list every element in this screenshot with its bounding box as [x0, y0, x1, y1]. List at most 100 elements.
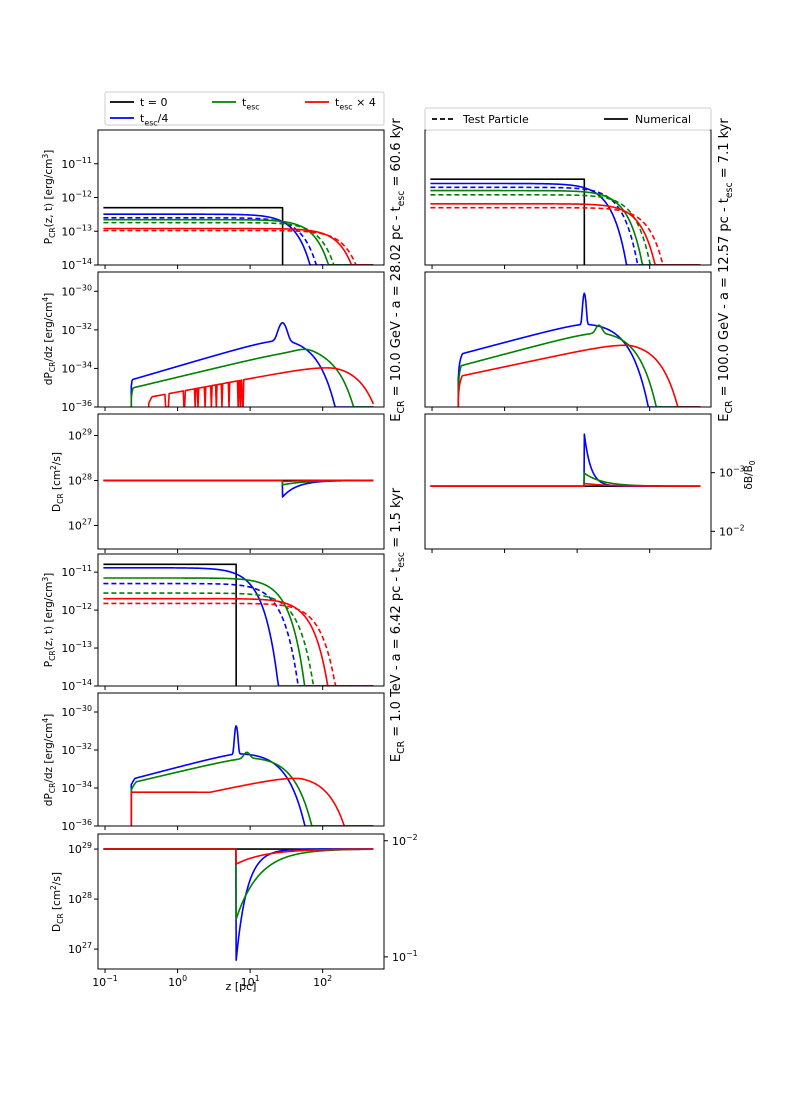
chart-panel-p10GeV: 10−11 10−12 10−13 10−14: [61, 129, 385, 272]
ylabel-pressure-top-text: PCR(z, t) [erg/cm3]: [41, 150, 57, 245]
ylabel-diffusion-top-text: DCR [cm2/s]: [49, 452, 65, 512]
panel-frame: [424, 413, 712, 550]
y-tick-label: 10−30: [61, 283, 92, 298]
series-line-tesc-solid-3: [430, 189, 701, 265]
panel-frame: [424, 271, 712, 408]
series-group: [430, 178, 701, 265]
y-tick-label: 10−13: [61, 223, 92, 238]
series-line-tesc_x4-solid-3: [103, 479, 374, 483]
ylabel-pressure-bottom-text: PCR(z, t) [erg/cm3]: [41, 573, 57, 668]
series-line-tesc-solid-1: [130, 751, 374, 826]
legend-style-frame: [424, 107, 712, 131]
series-line-tesc_x4-dashed-6: [103, 602, 374, 686]
chart-panel-p1TeV: 10−11 10−12 10−13 10−14: [61, 553, 385, 693]
series-line-tesc-solid-1: [457, 324, 701, 407]
y-tick-label: 1027: [68, 518, 92, 533]
y-tick-label: 1029: [68, 428, 92, 443]
legend-label-dashed: Test Particle: [462, 113, 529, 126]
series-group: [130, 725, 374, 826]
series-line-t0-solid-0: [103, 563, 237, 686]
y-tick-label: 10−2: [719, 523, 745, 538]
ylabel-diffusion-bottom-text: DCR [cm2/s]: [49, 872, 65, 932]
ylabel-gradient-top: dPCR/dz [erg/cm4]: [41, 293, 57, 385]
series-group: [130, 321, 375, 407]
series-line-tesc_quarter-solid-0: [457, 292, 701, 407]
series-group: [103, 848, 374, 961]
legend-label-tesc_x4: tesc × 4: [335, 96, 376, 111]
series-line-tesc-dashed-4: [103, 221, 374, 265]
y-tick-label: 10−32: [61, 322, 92, 337]
chart-panel-d1TeV: 1029 1028 1027 10−2 10−1 10−1 100 101 102: [68, 833, 418, 989]
y-tick-label: 10−11: [61, 156, 92, 171]
row-title-1TeV-text: ECR = 1.0 TeV - a = 6.42 pc - tesc = 1.5…: [389, 487, 407, 762]
x-tick-label: 10−1: [92, 974, 118, 989]
y-tick-label: 10−36: [61, 818, 92, 833]
series-line-tesc_quarter-solid-1: [103, 848, 374, 961]
y-tick-label: 10−14: [61, 257, 92, 272]
panel-frame: [424, 129, 712, 266]
legend-label-t0: t = 0: [140, 96, 168, 109]
ylabel-gradient-bottom-text: dPCR/dz [erg/cm4]: [41, 714, 57, 806]
ylabel-pressure-bottom: PCR(z, t) [erg/cm3]: [41, 573, 57, 668]
x-tick-label: 102: [313, 974, 332, 989]
chart-panel-d10GeV: 1029 1028 1027: [68, 413, 385, 553]
panel-frame: [97, 129, 385, 266]
y-tick-label: 10−34: [61, 780, 92, 795]
y2-tick-label: 10−2: [392, 833, 418, 848]
series-line-tesc_x4-solid-5: [430, 203, 701, 265]
y-tick-label: 1028: [68, 891, 92, 906]
series-line-tesc_quarter-solid-1: [103, 479, 374, 498]
ylabel-diffusion-bottom: DCR [cm2/s]: [49, 872, 65, 932]
y-tick-label: 10−12: [61, 602, 92, 617]
chart-panel-p100GeV: [424, 129, 712, 269]
legend-time: t = 0 tesc/4 tesc​ tesc × 4: [104, 91, 385, 127]
legend-style: Test Particle Numerical: [424, 107, 712, 131]
series-group: [430, 433, 701, 487]
chart-panel-g1TeV: 10−30 10−32 10−34 10−36: [61, 692, 385, 833]
series-line-tesc_x4-solid-2: [457, 344, 701, 407]
y-tick-label: 10−14: [61, 678, 92, 693]
xlabel: z [pc]: [226, 980, 257, 993]
series-line-t0-solid-0: [103, 206, 284, 265]
series-line-tesc-solid-3: [103, 218, 374, 265]
y-tick-label: 10−32: [61, 742, 92, 757]
chart-panel-g100GeV: [424, 271, 712, 411]
ylabel-gradient-bottom: dPCR/dz [erg/cm4]: [41, 714, 57, 806]
legend-label-tesc: tesc​: [242, 96, 260, 111]
y-tick-label: 10−13: [61, 640, 92, 655]
y2-tick-label: 10−1: [392, 949, 418, 964]
series-line-tesc_quarter-solid-0: [130, 321, 374, 407]
row-title-10GeV: ECR = 10.0 GeV - a = 28.02 pc - tesc = 6…: [389, 118, 407, 422]
series-line-tesc_quarter-solid-0: [130, 725, 374, 826]
y-tick-label: 1027: [68, 941, 92, 956]
panel-frame: [97, 692, 385, 827]
chart-panel-g10GeV: 10−30 10−32 10−34 10−36: [61, 271, 385, 414]
panel-frame: [97, 271, 385, 408]
series-line-tesc_x4-dashed-6: [430, 206, 701, 265]
series-group: [103, 563, 374, 686]
ylabel-pressure-top: PCR(z, t) [erg/cm3]: [41, 150, 57, 245]
series-line-tesc_quarter-solid-1: [430, 182, 701, 265]
legend-time-frame: [104, 91, 385, 126]
ylabel-db: δB/B0​: [743, 460, 757, 489]
series-line-tesc-solid-1: [130, 348, 374, 407]
series-line-tesc_x4-solid-3: [430, 482, 701, 487]
series-line-tesc-solid-3: [103, 577, 374, 686]
series-line-tesc_quarter-solid-1: [103, 566, 374, 686]
y-tick-label: 10−11: [61, 564, 92, 579]
ylabel-db-text: δB/B0​: [743, 460, 757, 489]
series-line-t0-solid-0: [430, 178, 586, 265]
series-line-tesc-solid-2: [103, 848, 374, 920]
row-title-1TeV: ECR = 1.0 TeV - a = 6.42 pc - tesc = 1.5…: [389, 487, 407, 762]
y-tick-label: 1028: [68, 473, 92, 488]
ylabel-diffusion-top: DCR [cm2/s]: [49, 452, 65, 512]
series-line-tesc_x4-solid-2: [147, 367, 375, 407]
series-line-tesc_x4-solid-5: [103, 597, 374, 686]
y-tick-label: 10−36: [61, 399, 92, 414]
series-line-tesc_quarter-solid-1: [430, 433, 701, 487]
series-line-tesc_x4-solid-5: [103, 227, 374, 265]
series-line-tesc_x4-solid-2: [130, 777, 374, 826]
chart-panel-d100GeV: 10−3 10−2: [424, 413, 745, 553]
y-tick-label: 1029: [68, 841, 92, 856]
